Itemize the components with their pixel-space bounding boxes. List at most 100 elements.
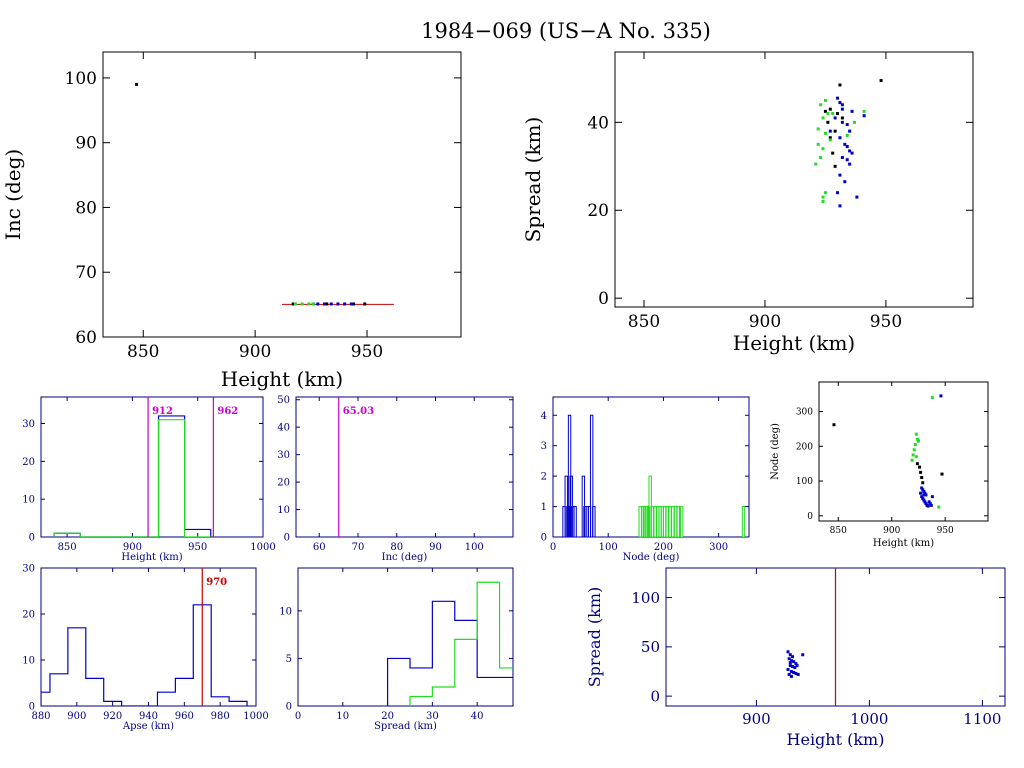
- x-tick-label: 880: [31, 711, 50, 722]
- plot-frame: [102, 51, 462, 338]
- histogram-bar: [671, 506, 675, 537]
- chart-spread_histogram: 0 10 20 30 40 0 5 10 Spread (km): [279, 567, 514, 732]
- y-tick-label: 2: [541, 472, 547, 483]
- y-tick-label: 0: [650, 687, 660, 705]
- data-point: [801, 653, 805, 657]
- x-axis-label: Node (deg): [623, 552, 680, 563]
- data-point: [828, 129, 832, 133]
- data-point: [845, 134, 849, 138]
- plot-frame: [40, 567, 257, 707]
- y-tick-label: 10: [22, 495, 35, 506]
- y-tick-label: 80: [75, 198, 97, 218]
- data-point: [838, 204, 842, 208]
- data-point: [795, 664, 799, 668]
- plot-area: [786, 650, 805, 678]
- data-point: [840, 116, 844, 120]
- chart-apse_histogram: 880 900 920 940 960 980 1000 0 10 20 30 Apse (km) 97…: [22, 564, 268, 733]
- x-tick-label: 960: [175, 711, 194, 722]
- y-tick-label: 4: [541, 411, 547, 422]
- x-tick-label: 850: [58, 542, 77, 553]
- x-tick-label: 20: [381, 711, 394, 722]
- y-axis-label: Spread (km): [521, 117, 545, 243]
- data-point: [828, 136, 832, 140]
- x-tick-label: 980: [211, 711, 230, 722]
- data-point: [787, 672, 791, 676]
- x-tick-label: 1000: [250, 542, 275, 553]
- x-tick-label: 80: [390, 542, 403, 553]
- data-point: [833, 164, 837, 168]
- data-point: [307, 302, 311, 306]
- histogram-bar: [638, 506, 642, 537]
- data-point: [821, 195, 825, 199]
- data-point: [828, 138, 832, 142]
- x-tick-label: 950: [937, 526, 954, 536]
- data-point: [291, 302, 295, 306]
- y-axis-label: Inc (deg): [1, 149, 25, 240]
- data-point: [918, 465, 922, 469]
- x-tick-label: 100: [599, 542, 618, 553]
- data-point: [850, 109, 854, 113]
- data-point: [914, 432, 918, 436]
- data-point: [787, 657, 791, 661]
- data-point: [833, 116, 837, 120]
- x-tick-label: 1000: [850, 710, 888, 728]
- data-point: [343, 302, 347, 306]
- data-point: [349, 302, 353, 306]
- data-point: [921, 496, 925, 500]
- y-tick-label: 90: [75, 134, 97, 154]
- plot-area: [386, 581, 513, 706]
- data-point: [838, 83, 842, 87]
- chart-spread_vs_height: 850 900 950 0 20 40 Height (km) Spread (km): [521, 51, 974, 355]
- data-point: [855, 195, 859, 199]
- x-axis-label: Spread (km): [374, 721, 437, 732]
- y-tick-label: 100: [65, 69, 97, 89]
- y-tick-label: 0: [286, 702, 292, 713]
- y-tick-label: 40: [587, 113, 609, 133]
- x-tick-label: 950: [870, 312, 902, 332]
- data-point: [845, 145, 849, 149]
- reference-line-label: 912: [152, 406, 173, 417]
- data-point: [323, 302, 327, 306]
- data-point: [912, 448, 916, 452]
- data-point: [823, 131, 827, 135]
- data-point: [919, 491, 923, 495]
- x-tick-label: 1100: [963, 710, 1001, 728]
- x-tick-label: 900: [749, 312, 781, 332]
- data-point: [913, 443, 917, 447]
- chart-height_histogram: 850 900 950 1000 0 10 20 30 Height (km) 912 962: [22, 396, 276, 563]
- data-point: [836, 96, 840, 100]
- data-point: [927, 500, 931, 504]
- data-point: [911, 453, 915, 457]
- histogram-bar: [665, 506, 669, 537]
- x-tick-label: 10: [336, 711, 349, 722]
- chart-inc_histogram: 60 70 80 90 100 0 10 20 30 40 50 Inc (deg) 65.03: [277, 395, 514, 563]
- data-point: [823, 191, 827, 195]
- data-point: [786, 650, 790, 654]
- y-tick-label: 3: [541, 441, 547, 452]
- data-point: [793, 666, 797, 670]
- x-tick-label: 0: [295, 711, 301, 722]
- data-point: [862, 114, 866, 118]
- data-point: [789, 659, 793, 663]
- y-tick-label: 70: [75, 263, 97, 283]
- x-tick-label: 900: [67, 711, 86, 722]
- data-point: [852, 120, 856, 124]
- data-point: [928, 502, 932, 506]
- data-point: [293, 302, 297, 306]
- x-axis-label: Apse (km): [122, 721, 174, 732]
- y-tick-label: 50: [277, 395, 290, 406]
- data-point: [920, 486, 924, 490]
- data-point: [819, 156, 823, 160]
- y-tick-label: 0: [541, 533, 547, 544]
- plot-area: [41, 604, 248, 706]
- data-point: [940, 472, 944, 476]
- data-point: [325, 302, 329, 306]
- data-point: [833, 129, 837, 133]
- y-tick-label: 200: [796, 442, 813, 452]
- data-point: [848, 162, 852, 166]
- histogram-bar: [741, 506, 746, 537]
- y-tick-label: 20: [22, 610, 35, 621]
- x-tick-label: 940: [139, 711, 158, 722]
- x-tick-label: 1000: [243, 711, 268, 722]
- plot-area: [832, 394, 944, 509]
